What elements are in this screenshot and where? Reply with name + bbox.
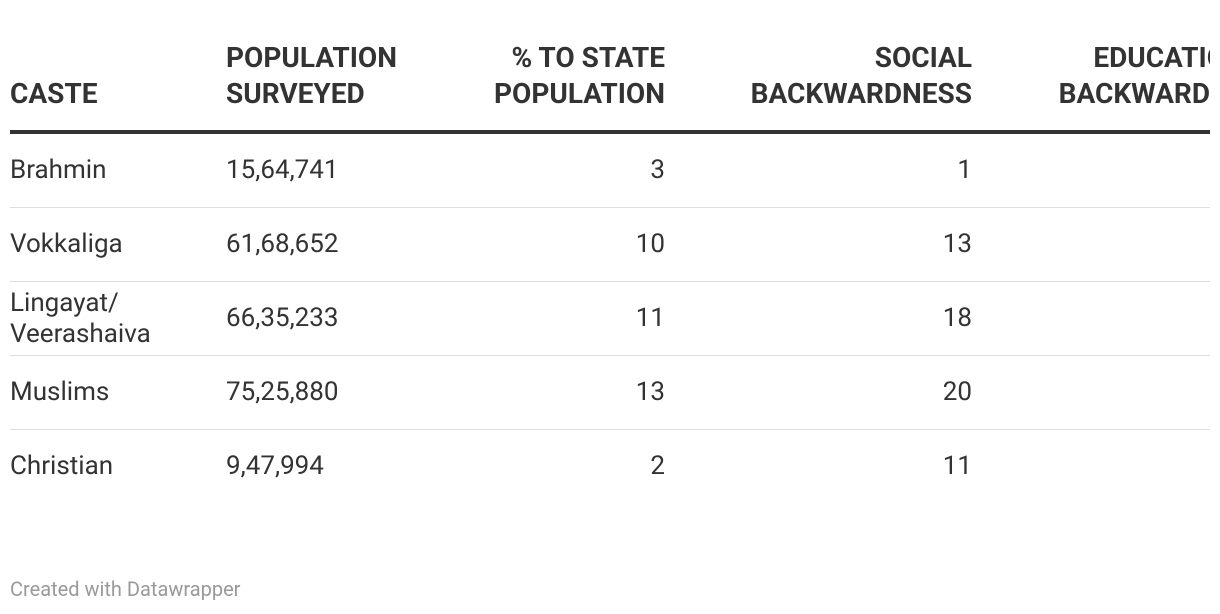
empty-cell xyxy=(972,355,1210,430)
table-row: Vokkaliga 61,68,652 10 13 xyxy=(10,207,1210,282)
table-cell: 2 xyxy=(650,451,665,481)
table-wrapper: CASTE POPULATION SURVEYED % TO STATE POP… xyxy=(10,40,1210,503)
footer: Created with Datawrapper xyxy=(10,577,241,601)
header-cell: SOCIAL BACKWARDNESS xyxy=(665,40,972,134)
empty-cell xyxy=(972,132,1210,208)
table-row: Muslims 75,25,880 13 20 xyxy=(10,355,1210,430)
empty-cell xyxy=(972,430,1210,504)
table-row: Christian 9,47,994 2 11 xyxy=(10,430,1210,504)
table-cell: 1 xyxy=(665,132,972,208)
header-cell: % TO STATE POPULATION xyxy=(456,40,665,134)
table-cell: 61,68,652 xyxy=(226,207,456,282)
table-cell: 20 xyxy=(665,355,972,430)
header-cell: CASTE xyxy=(10,40,226,134)
table-row: Lingayat/ Veerashaiva 66,35,233 11 18 xyxy=(10,281,1210,356)
table-cell: 13 xyxy=(456,355,665,430)
table-cell: 75,25,880 xyxy=(226,355,456,430)
header-cell: POPULATION SURVEYED xyxy=(226,40,456,134)
table-cell: Muslims xyxy=(10,355,226,430)
table-cell: 13 xyxy=(665,207,972,282)
table-cell: 66,35,233 xyxy=(226,281,456,356)
table-cell: 11 xyxy=(456,281,665,356)
table-cell: Lingayat/ Veerashaiva xyxy=(10,281,226,356)
table-row: Brahmin 15,64,741 3 1 xyxy=(10,132,1210,208)
table-cell: 9,47,994 xyxy=(226,451,324,481)
table-cell: 10 xyxy=(456,207,665,282)
table-cell: Christian xyxy=(10,451,114,481)
table-cell: 15,64,741 xyxy=(226,132,456,208)
table-cell: 11 xyxy=(942,451,972,481)
table-cell: 3 xyxy=(456,132,665,208)
table-cell: 18 xyxy=(665,281,972,356)
header-cell: EDUCATIONAL BACKWARDNESS xyxy=(972,40,1210,134)
caste-table: CASTE POPULATION SURVEYED % TO STATE POP… xyxy=(10,40,1210,503)
table-cell: Vokkaliga xyxy=(10,207,226,282)
empty-cell xyxy=(972,207,1210,282)
table-body: Brahmin 15,64,741 3 1 Vokkaliga 61,68,652 10 13… xyxy=(10,132,1210,503)
header-row: CASTE POPULATION SURVEYED % TO STATE POP… xyxy=(10,40,1210,134)
table-cell: Brahmin xyxy=(10,132,226,208)
empty-cell xyxy=(972,281,1210,356)
